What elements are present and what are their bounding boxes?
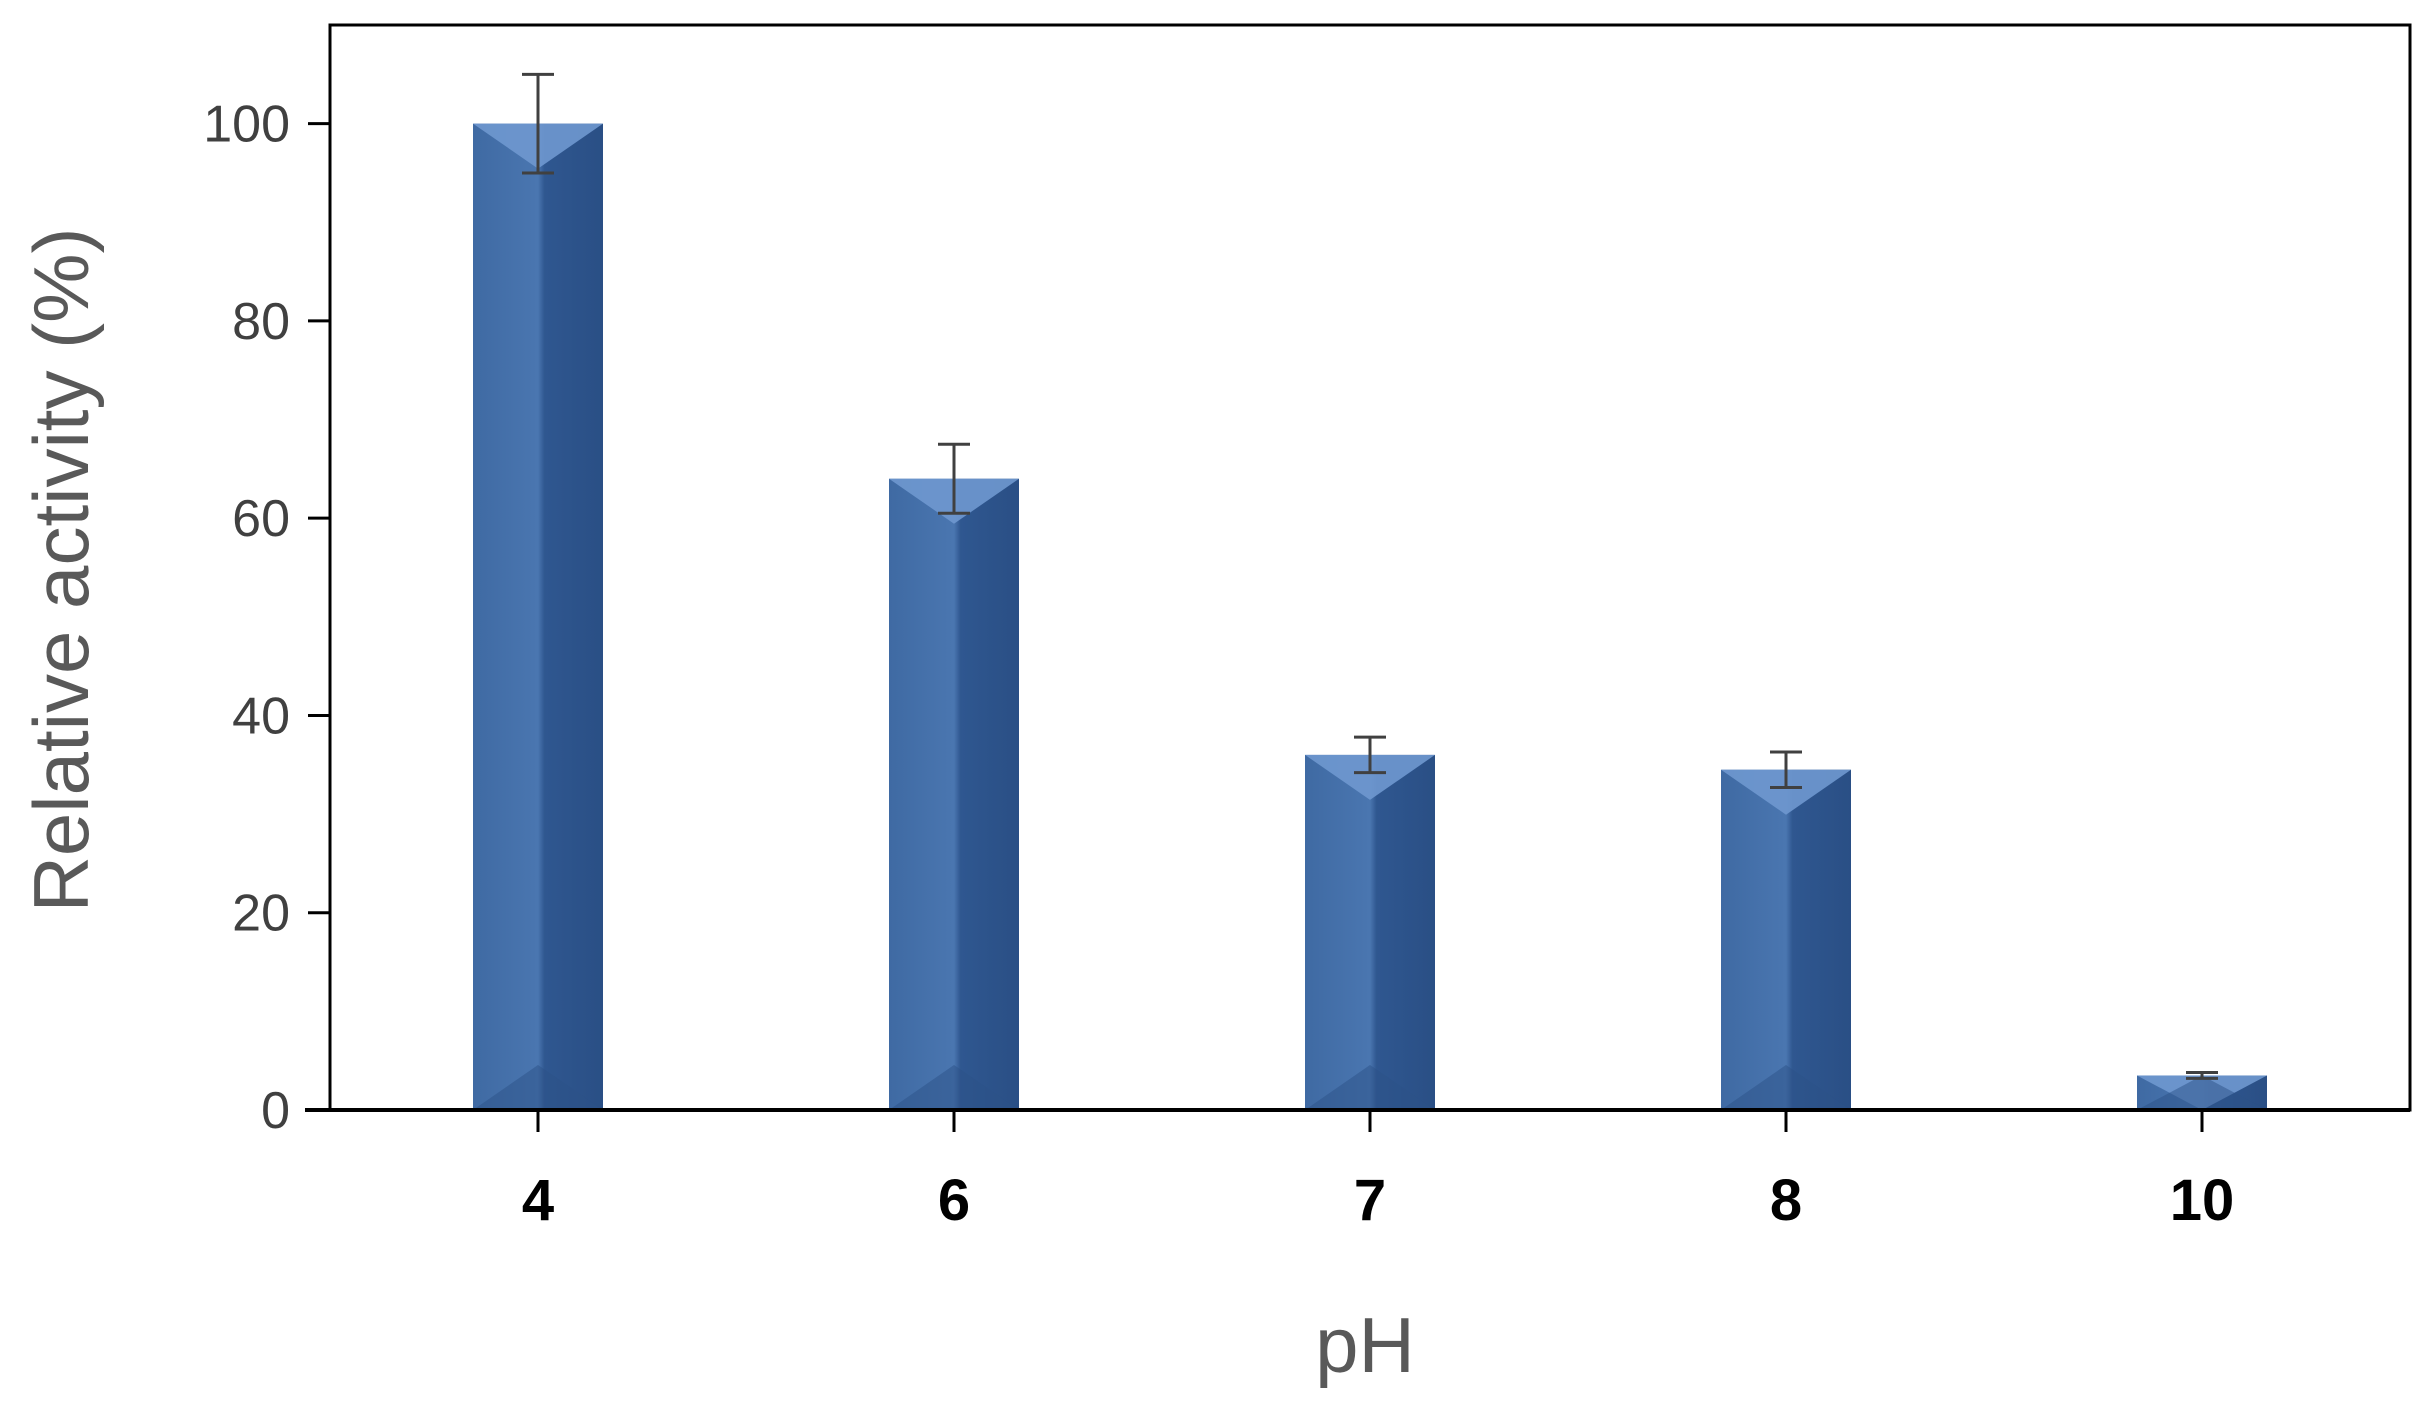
bar-bottom-shade: [1305, 1065, 1435, 1110]
y-tick-label: 0: [261, 1082, 290, 1140]
y-axis-ticks: 0 20 40 60 80 100: [203, 96, 330, 1140]
y-tick-label: 80: [232, 293, 290, 351]
y-tick-label: 100: [203, 96, 290, 154]
bar-bottom-shade: [1721, 1065, 1851, 1110]
bars-group: [473, 123, 2267, 1111]
bar: [1305, 754, 1435, 1110]
bar-bottom-shade: [889, 1065, 1019, 1110]
y-axis-title: Relative activity (%): [17, 228, 105, 913]
y-tick-label: 40: [232, 687, 290, 745]
x-tick-label: 8: [1770, 1168, 1802, 1233]
error-bars-group: [522, 72, 2218, 1080]
x-axis-tick-labels: 4 6 7 8 10: [522, 1110, 2234, 1233]
bar: [1721, 769, 1851, 1110]
y-tick-label: 20: [232, 885, 290, 943]
x-tick-label: 7: [1354, 1168, 1386, 1233]
x-axis-title: pH: [1315, 1301, 1415, 1389]
x-tick-label: 10: [2170, 1168, 2235, 1233]
x-tick-label: 4: [522, 1168, 554, 1233]
bar-bottom-shade: [473, 1065, 603, 1110]
bar-top-highlight: [1305, 754, 1435, 800]
bar: [889, 478, 1019, 1110]
bar-bottom-shade: [2137, 1075, 2267, 1110]
y-tick-label: 60: [232, 490, 290, 548]
bar: [473, 123, 603, 1111]
x-tick-label: 6: [938, 1168, 970, 1233]
bar-top-highlight: [1721, 769, 1851, 815]
